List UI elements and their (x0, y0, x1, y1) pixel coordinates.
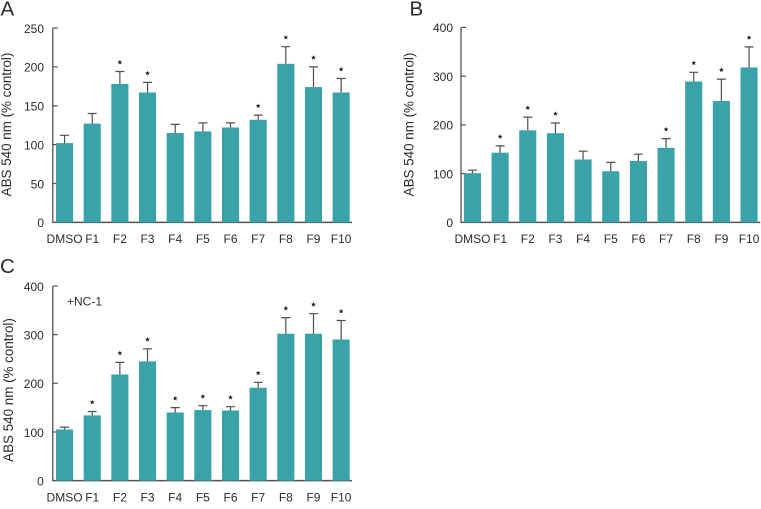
svg-text:DMSO: DMSO (47, 232, 83, 246)
svg-text:200: 200 (433, 119, 453, 133)
svg-text:F7: F7 (251, 232, 265, 246)
svg-text:F3: F3 (141, 491, 155, 504)
svg-text:F8: F8 (279, 232, 293, 246)
svg-text:150: 150 (24, 100, 44, 114)
svg-text:0: 0 (37, 474, 44, 488)
svg-text:300: 300 (433, 70, 453, 84)
svg-text:ABS 540 nm (% control): ABS 540 nm (% control) (1, 318, 16, 462)
svg-text:F6: F6 (224, 491, 238, 504)
svg-text:ABS 540 nm (% control): ABS 540 nm (% control) (401, 53, 416, 197)
svg-text:F2: F2 (113, 232, 127, 246)
svg-text:DMSO: DMSO (47, 491, 83, 504)
svg-text:F6: F6 (631, 232, 645, 246)
svg-text:F9: F9 (306, 491, 320, 504)
svg-text:F5: F5 (196, 232, 210, 246)
svg-text:50: 50 (31, 177, 45, 191)
svg-text:F10: F10 (739, 232, 760, 246)
svg-text:F7: F7 (251, 491, 265, 504)
svg-text:B: B (410, 0, 424, 20)
svg-text:200: 200 (24, 61, 44, 75)
svg-text:+NC-1: +NC-1 (67, 294, 102, 308)
svg-text:F1: F1 (493, 232, 507, 246)
svg-text:F3: F3 (141, 232, 155, 246)
svg-text:F6: F6 (224, 232, 238, 246)
svg-text:250: 250 (24, 22, 44, 36)
svg-text:F2: F2 (113, 491, 127, 504)
svg-text:F2: F2 (521, 232, 535, 246)
svg-text:F1: F1 (85, 491, 99, 504)
svg-text:DMSO: DMSO (454, 232, 490, 246)
svg-text:F5: F5 (604, 232, 618, 246)
svg-text:F3: F3 (548, 232, 562, 246)
svg-text:400: 400 (24, 280, 44, 294)
svg-text:F7: F7 (659, 232, 673, 246)
svg-text:F9: F9 (306, 232, 320, 246)
svg-text:F4: F4 (576, 232, 590, 246)
svg-text:0: 0 (446, 216, 453, 230)
svg-text:300: 300 (24, 328, 44, 342)
svg-text:F4: F4 (168, 232, 182, 246)
svg-text:A: A (1, 0, 15, 20)
svg-text:F1: F1 (85, 232, 99, 246)
svg-text:F8: F8 (687, 232, 701, 246)
svg-text:F4: F4 (168, 491, 182, 504)
svg-text:F5: F5 (196, 491, 210, 504)
svg-text:100: 100 (24, 426, 44, 440)
svg-text:100: 100 (433, 168, 453, 182)
svg-text:0: 0 (37, 216, 44, 230)
svg-text:F10: F10 (331, 232, 352, 246)
svg-text:400: 400 (433, 21, 453, 35)
svg-text:C: C (0, 255, 15, 278)
svg-text:ABS 540 nm (% control): ABS 540 nm (% control) (0, 53, 14, 197)
svg-text:F10: F10 (331, 491, 352, 504)
svg-text:F8: F8 (279, 491, 293, 504)
svg-text:200: 200 (24, 377, 44, 391)
svg-text:F9: F9 (714, 232, 728, 246)
svg-text:100: 100 (24, 138, 44, 152)
